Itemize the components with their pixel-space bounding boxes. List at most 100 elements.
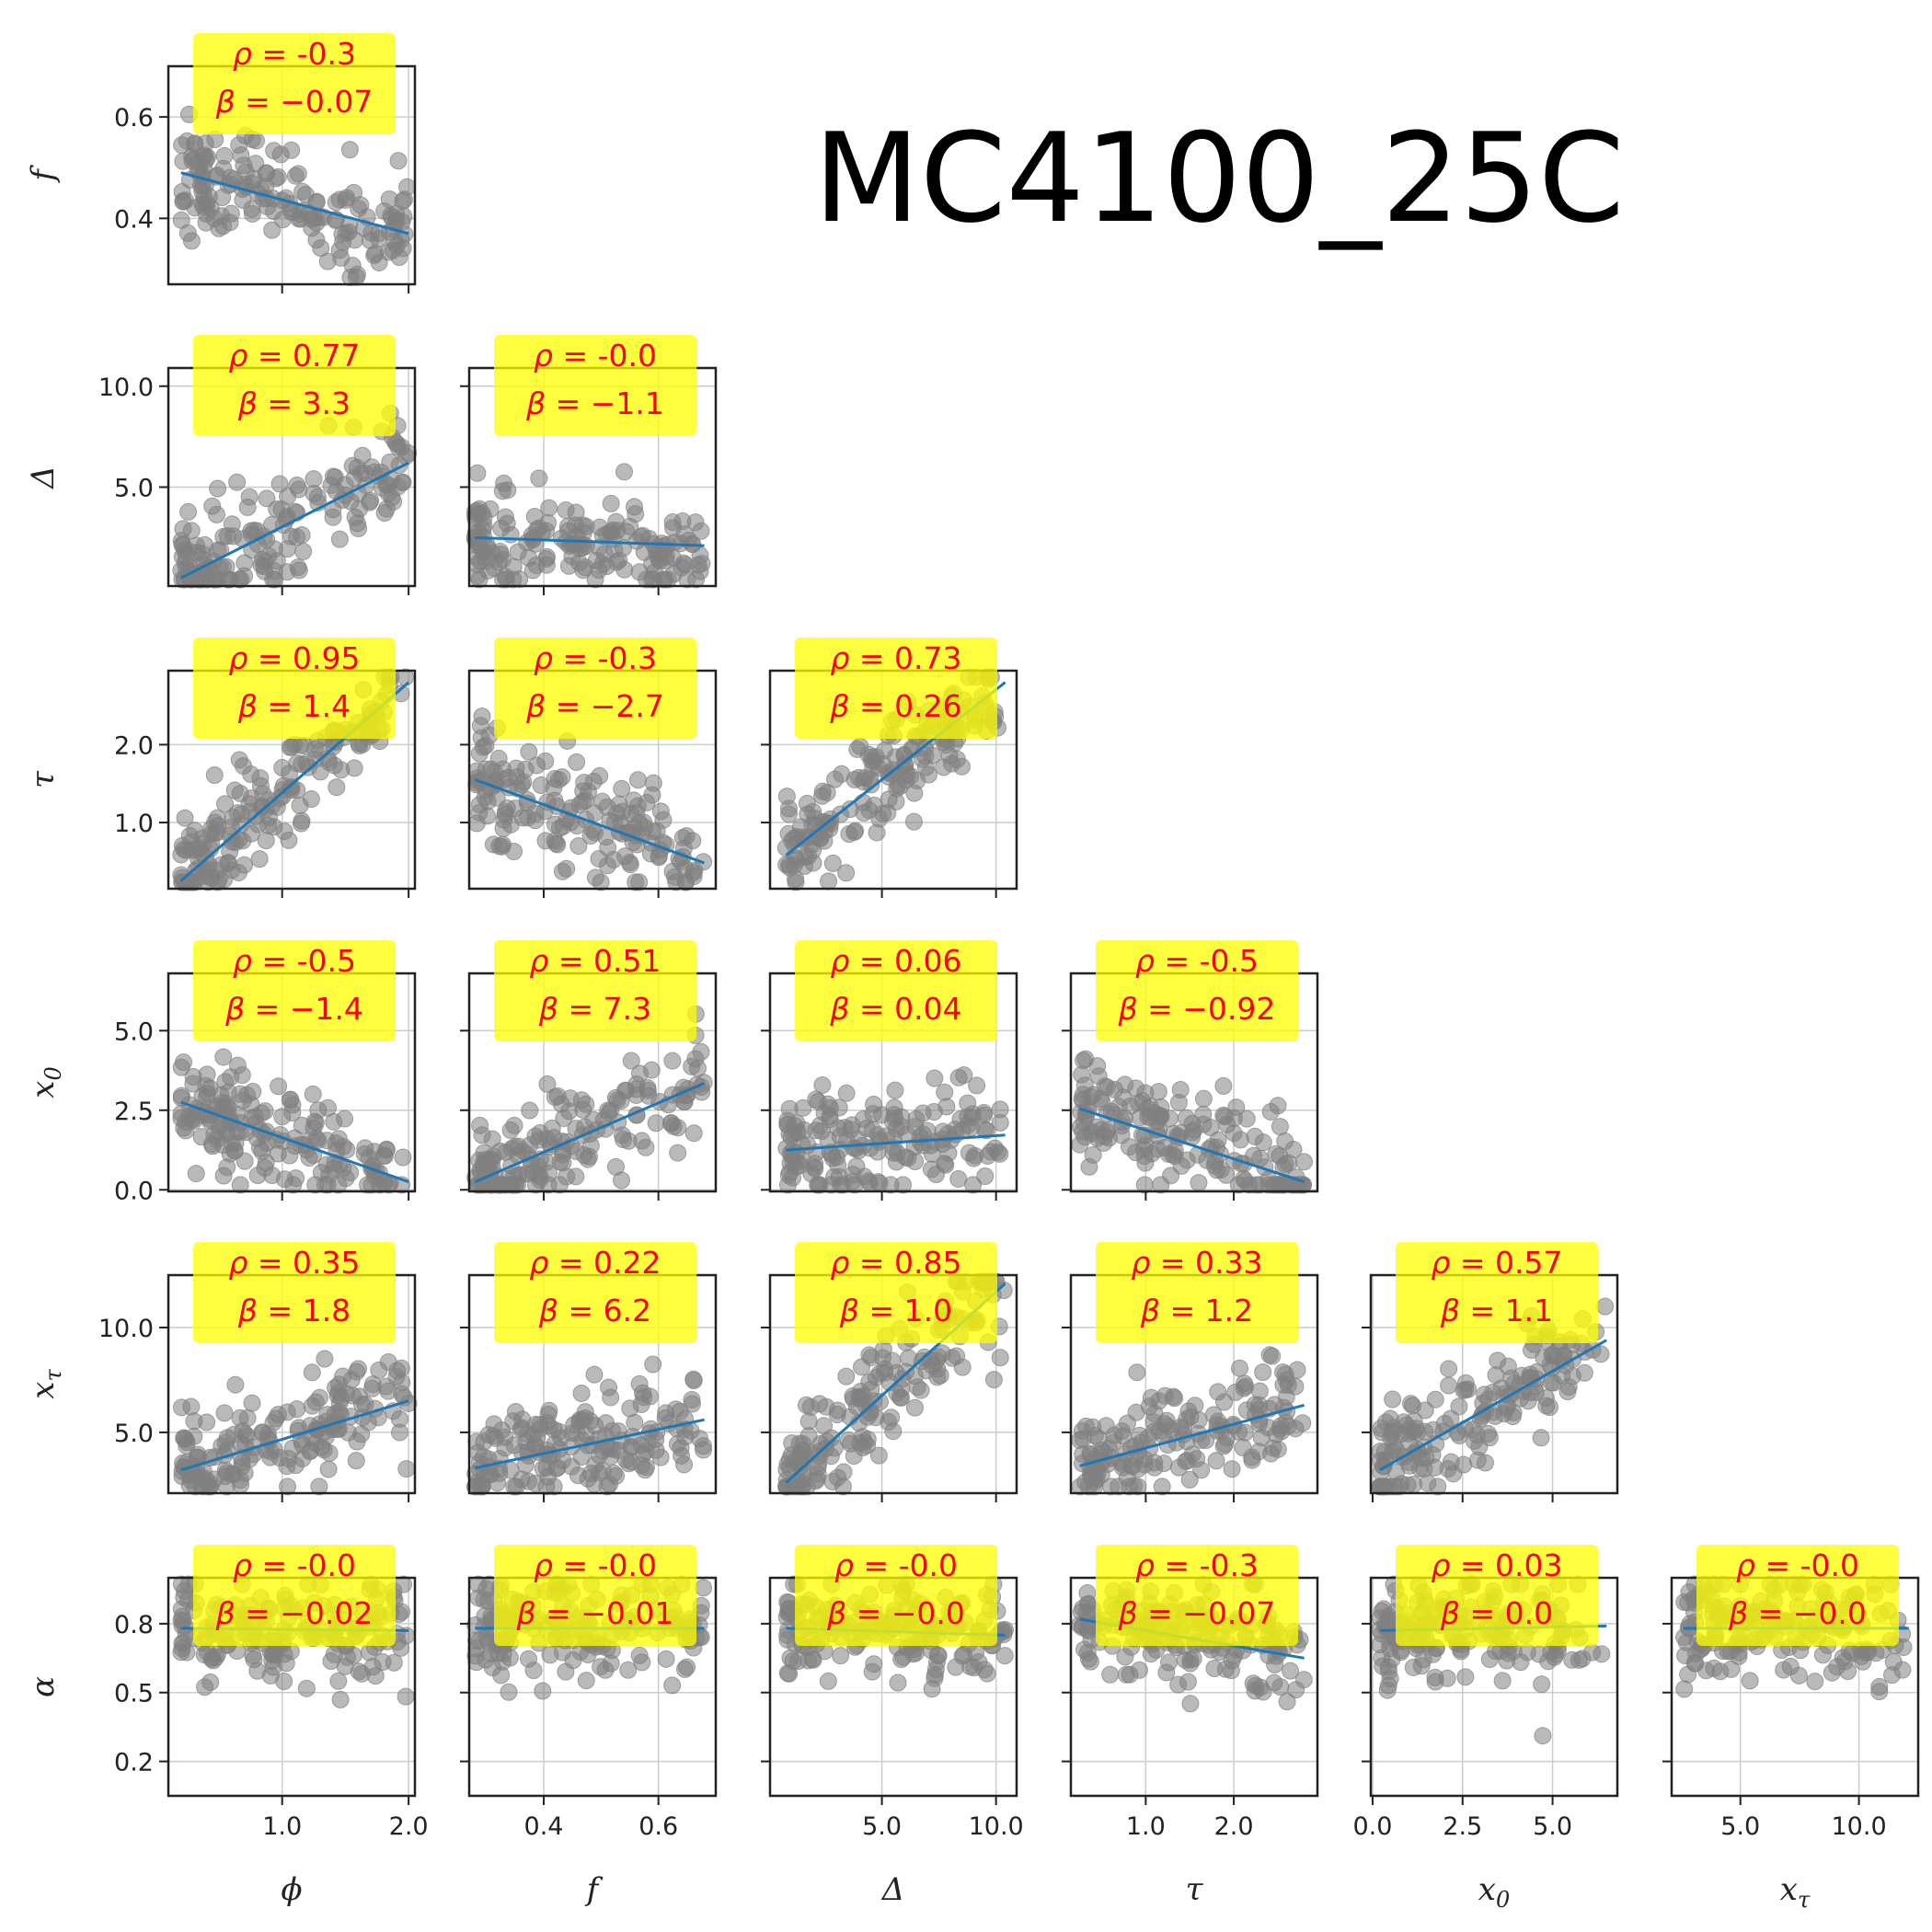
- scatter-point: [307, 231, 326, 249]
- scatter-point: [779, 1621, 798, 1639]
- scatter-point: [1223, 1460, 1241, 1478]
- panel-x_0-vs-x_τ: ρ = 0.57 β = 1.1: [1362, 1242, 1619, 1502]
- x-tick-label: 5.0: [1720, 1812, 1760, 1841]
- scatter-point: [293, 1116, 311, 1134]
- y-tick-label: 0.4: [114, 205, 154, 234]
- scatter-point: [606, 1157, 625, 1176]
- scatter-point: [275, 1673, 293, 1691]
- panel-ϕ-vs-x_τ: 5.0 10.0 ρ = 0.35 β = 1.8: [98, 1242, 418, 1502]
- scatter-point: [1179, 1673, 1197, 1691]
- scatter-point: [1149, 1083, 1167, 1101]
- scatter-point: [471, 1116, 489, 1134]
- x-tick-label: 5.0: [1533, 1812, 1572, 1841]
- scatter-point: [265, 818, 283, 836]
- scatter-point: [577, 1672, 595, 1690]
- scatter-point: [666, 868, 684, 886]
- scatter-point: [644, 1355, 662, 1374]
- panel-ϕ-vs-x_0: 0.0 2.5 5.0 ρ = -0.5 β = −1.4: [114, 940, 417, 1205]
- scatter-point: [470, 744, 489, 763]
- scatter-point: [201, 1673, 220, 1691]
- scatter-point: [1489, 1351, 1507, 1370]
- rho-label: ρ = 0.85: [830, 1245, 961, 1281]
- scatter-point: [673, 558, 691, 577]
- scatter-point: [817, 1397, 835, 1416]
- scatter-point: [664, 519, 683, 537]
- beta-label: β = 0.04: [829, 991, 961, 1027]
- scatter-point: [366, 1667, 385, 1685]
- scatter-point: [684, 864, 703, 882]
- scatter-point: [304, 1085, 322, 1103]
- rho-label: ρ = -0.5: [233, 943, 356, 979]
- fit-line: [180, 171, 409, 236]
- scatter-point: [478, 792, 497, 811]
- scatter-point: [244, 1082, 262, 1100]
- panel-ϕ-vs-Δ: 5.0 10.0 ρ = 0.77 β = 3.3: [98, 335, 418, 595]
- scatter-point: [1882, 1666, 1901, 1685]
- scatter-point: [862, 1349, 880, 1367]
- scatter-point: [1266, 1655, 1284, 1673]
- scatter-point: [1164, 1387, 1182, 1406]
- scatter-point: [815, 1417, 834, 1435]
- scatter-point: [647, 1114, 665, 1133]
- scatter-point: [859, 1172, 878, 1190]
- scatter-point: [235, 757, 253, 776]
- rho-label: ρ = 0.77: [228, 338, 360, 374]
- scatter-point: [1186, 1397, 1204, 1415]
- scatter-point: [319, 1460, 338, 1478]
- scatter-point: [379, 1382, 397, 1400]
- scatter-point: [548, 1087, 567, 1106]
- scatter-point: [302, 1441, 320, 1459]
- scatter-point: [176, 809, 194, 827]
- scatter-point: [557, 501, 575, 520]
- scatter-point: [231, 784, 249, 802]
- scatter-point: [397, 1687, 415, 1706]
- scatter-point: [1230, 1359, 1248, 1377]
- scatter-point: [837, 864, 856, 882]
- scatter-point: [394, 473, 412, 491]
- scatter-point: [347, 1452, 365, 1470]
- y-tick-label: 2.0: [114, 731, 154, 760]
- scatter-point: [253, 1142, 271, 1160]
- y-tick-label: 10.0: [98, 374, 154, 402]
- scatter-point: [1162, 1167, 1180, 1185]
- scatter-point: [860, 801, 879, 820]
- scatter-point: [264, 1413, 282, 1432]
- beta-label: β = −0.0: [1728, 1595, 1867, 1631]
- scatter-point: [934, 1122, 952, 1141]
- scatter-point: [1159, 1144, 1178, 1163]
- scatter-point: [250, 850, 269, 868]
- rho-label: ρ = 0.22: [529, 1245, 661, 1281]
- scatter-point: [226, 1375, 245, 1394]
- y-tick-label: 1.0: [114, 810, 154, 838]
- scatter-point: [305, 470, 323, 489]
- annotation-box: [193, 638, 396, 739]
- scatter-point: [217, 1098, 236, 1116]
- scatter-point: [324, 467, 342, 486]
- scatter-point: [390, 1423, 408, 1442]
- pairplot-grid: 0.4 0.6 ρ = -0.3 β = −0.07 5.0 10.0 ρ = 0.77 β …: [25, 33, 1920, 1913]
- scatter-point: [642, 570, 661, 589]
- scatter-point: [309, 1101, 328, 1120]
- scatter-point: [1214, 1076, 1233, 1095]
- scatter-point: [600, 1378, 618, 1397]
- scatter-point: [779, 799, 798, 818]
- scatter-point: [1251, 1678, 1270, 1696]
- scatter-point: [552, 1429, 570, 1447]
- scatter-point: [1456, 1380, 1475, 1398]
- scatter-point: [496, 803, 514, 822]
- scatter-point: [1128, 1363, 1146, 1382]
- beta-label: β = 0.26: [829, 688, 961, 724]
- scatter-point: [786, 1116, 804, 1134]
- scatter-point: [534, 1682, 552, 1700]
- scatter-point: [339, 223, 358, 241]
- scatter-point: [787, 873, 805, 891]
- scatter-point: [1278, 1693, 1296, 1711]
- scatter-point: [819, 1672, 837, 1690]
- scatter-point: [587, 551, 605, 569]
- scatter-point: [222, 1068, 240, 1087]
- scatter-point: [1279, 1417, 1297, 1435]
- scatter-point: [247, 132, 265, 150]
- rho-label: ρ = -0.3: [534, 640, 657, 676]
- scatter-point: [880, 790, 898, 809]
- scatter-point: [869, 1446, 888, 1465]
